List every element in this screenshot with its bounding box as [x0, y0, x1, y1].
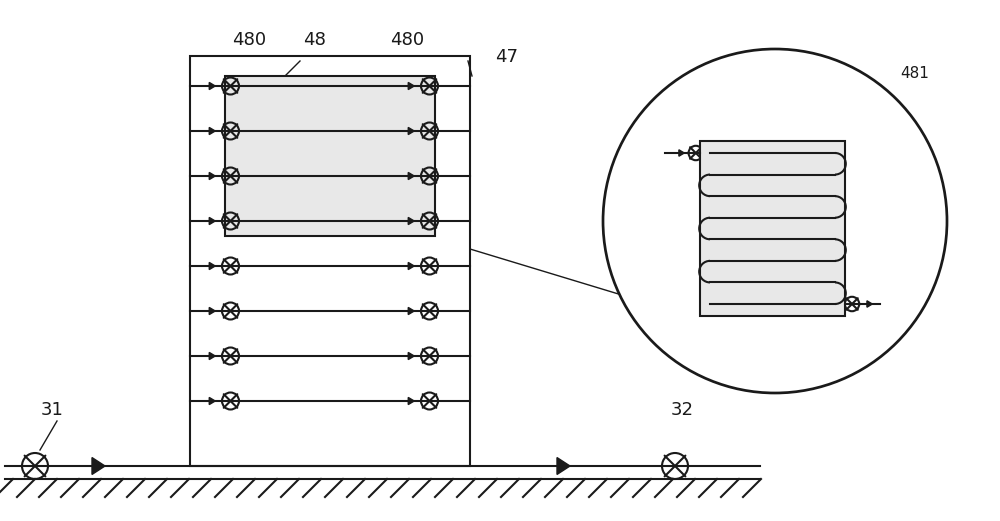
Polygon shape [557, 457, 570, 475]
Polygon shape [408, 352, 414, 359]
Polygon shape [209, 398, 215, 405]
Circle shape [603, 49, 947, 393]
Text: 48: 48 [304, 31, 326, 49]
Polygon shape [209, 352, 215, 359]
Bar [225, 76, 435, 236]
Bar [700, 141, 845, 316]
Text: 480: 480 [232, 31, 266, 49]
Polygon shape [209, 307, 215, 315]
Polygon shape [408, 307, 414, 315]
Polygon shape [679, 150, 684, 156]
Polygon shape [92, 457, 105, 475]
Polygon shape [209, 217, 215, 225]
Bar [190, 56, 470, 466]
Text: 480: 480 [638, 138, 667, 153]
Text: 31: 31 [41, 401, 63, 419]
Polygon shape [408, 172, 414, 180]
Polygon shape [408, 398, 414, 405]
Text: 482: 482 [745, 343, 774, 358]
Text: 32: 32 [670, 401, 694, 419]
Polygon shape [408, 217, 414, 225]
Polygon shape [209, 128, 215, 134]
Polygon shape [408, 82, 414, 90]
Polygon shape [408, 128, 414, 134]
Polygon shape [408, 263, 414, 269]
Text: 481: 481 [900, 66, 929, 81]
Text: 480: 480 [900, 261, 929, 276]
Polygon shape [209, 82, 215, 90]
Text: 480: 480 [390, 31, 424, 49]
Text: 47: 47 [495, 48, 518, 66]
Polygon shape [867, 301, 872, 307]
Polygon shape [209, 172, 215, 180]
Polygon shape [209, 263, 215, 269]
